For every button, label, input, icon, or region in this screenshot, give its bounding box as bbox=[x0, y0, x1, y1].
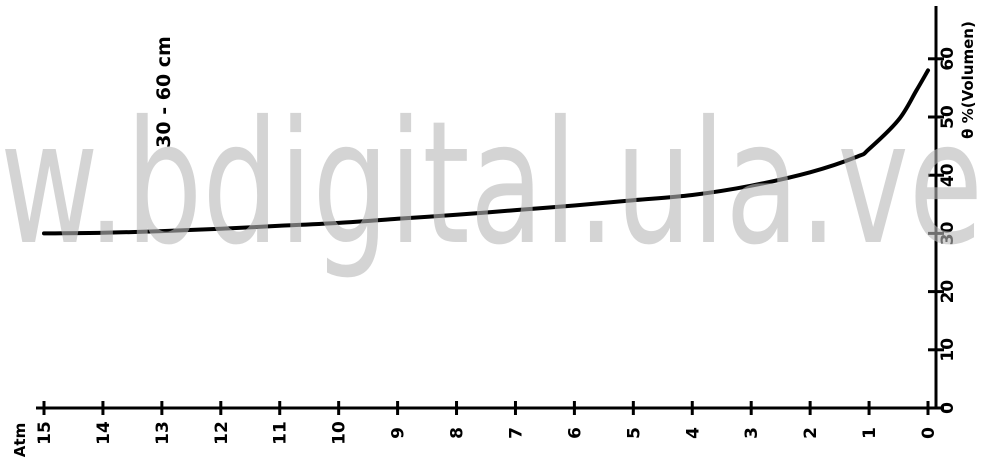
series-line bbox=[42, 68, 930, 236]
x-tick-label: 5 bbox=[624, 427, 644, 439]
y-tick-label: 40 bbox=[938, 163, 958, 187]
y-ticks: 0 10 20 30 40 50 60 bbox=[928, 47, 958, 414]
y-axis-label: θ %(Volumen) bbox=[959, 21, 977, 139]
x-tick-label: 1 bbox=[860, 427, 880, 439]
x-axis-label: Atm bbox=[11, 423, 29, 457]
y-tick-label: 50 bbox=[938, 105, 958, 129]
x-tick-label: 3 bbox=[742, 427, 762, 439]
axes bbox=[36, 6, 938, 410]
x-tick-label: 2 bbox=[801, 427, 821, 439]
y-tick-label: 30 bbox=[938, 221, 958, 245]
x-tick-label: 10 bbox=[330, 421, 350, 445]
y-tick-label: 0 bbox=[938, 402, 958, 414]
x-tick-label: 8 bbox=[448, 427, 468, 439]
y-tick-label: 60 bbox=[938, 47, 958, 71]
y-tick-label: 20 bbox=[938, 280, 958, 304]
x-tick-label: 12 bbox=[212, 421, 232, 445]
x-ticks: 15 14 13 12 11 10 9 8 7 6 5 4 3 2 1 0 bbox=[35, 401, 939, 445]
x-tick-label: 7 bbox=[506, 427, 526, 439]
x-tick-label: 15 bbox=[35, 421, 55, 445]
x-tick-label: 11 bbox=[271, 421, 291, 445]
x-tick-label: 6 bbox=[565, 427, 585, 439]
y-tick-label: 10 bbox=[938, 338, 958, 362]
x-tick-label: 13 bbox=[153, 421, 173, 445]
chart-title: 30 - 60 cm bbox=[153, 36, 175, 148]
x-tick-label: 0 bbox=[919, 427, 939, 439]
x-tick-label: 9 bbox=[389, 427, 409, 439]
x-tick-label: 4 bbox=[683, 427, 703, 439]
x-tick-label: 14 bbox=[94, 421, 114, 445]
watermark: w.bdigital.ula.ve bbox=[0, 85, 983, 283]
series bbox=[42, 68, 930, 236]
